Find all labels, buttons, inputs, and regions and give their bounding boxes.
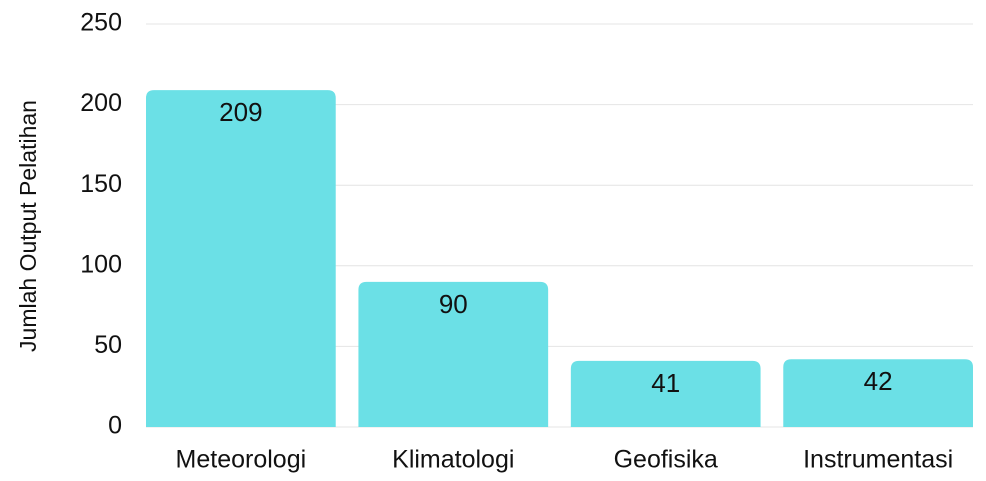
y-tick-label: 50 — [94, 331, 122, 359]
y-axis-title: Jumlah Output Pelatihan — [15, 100, 41, 352]
y-tick-label: 150 — [80, 170, 122, 198]
value-label: 42 — [864, 366, 893, 396]
bar — [783, 359, 973, 427]
x-tick-label: Klimatologi — [392, 446, 514, 474]
x-tick-label: Geofisika — [614, 446, 718, 474]
value-label: 41 — [651, 368, 680, 398]
bar — [358, 281, 549, 427]
y-tick-label: 100 — [80, 250, 122, 278]
x-tick-label: Instrumentasi — [803, 446, 953, 474]
y-tick-label: 0 — [108, 412, 122, 440]
y-tick-label: 250 — [80, 9, 122, 37]
bar — [146, 90, 336, 427]
x-tick-label: Meteorologi — [176, 446, 307, 474]
value-label: 90 — [439, 289, 468, 319]
value-label: 209 — [219, 97, 262, 127]
bar — [570, 360, 761, 427]
y-tick-label: 200 — [80, 89, 122, 117]
